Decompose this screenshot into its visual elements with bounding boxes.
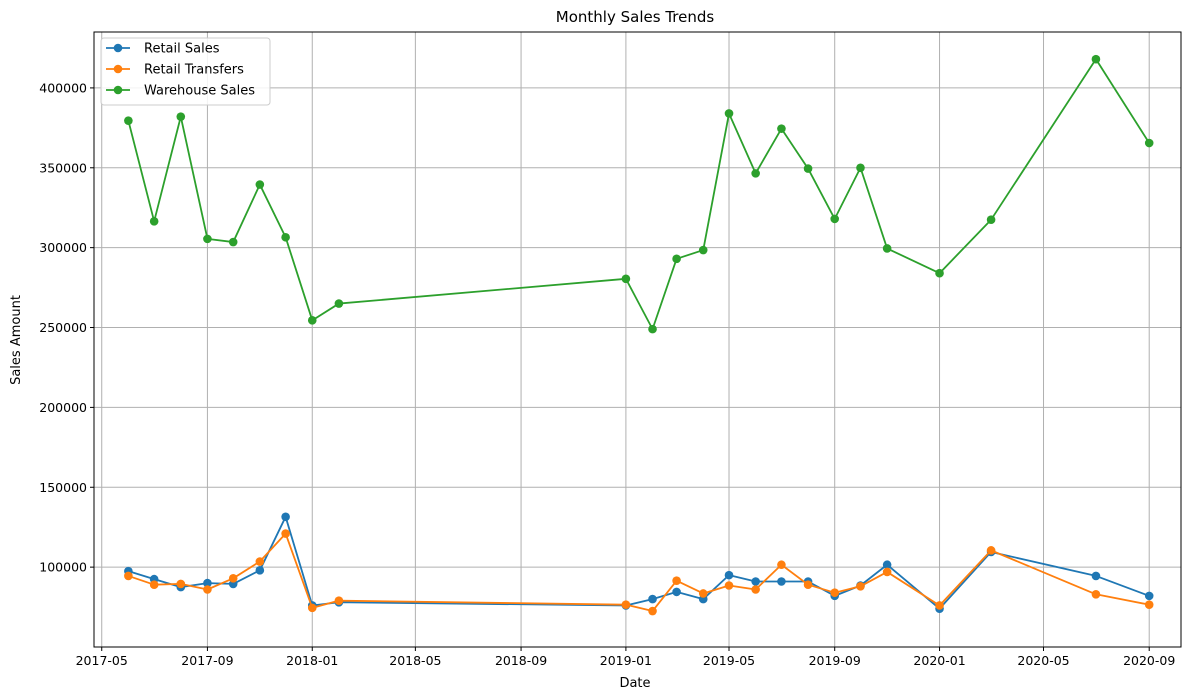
x-tick-label: 2018-05	[389, 653, 441, 668]
series-warehouse-sales	[124, 55, 1153, 334]
warehouse-sales-point	[856, 163, 865, 172]
retail-transfers-point	[622, 600, 631, 609]
retail-transfers-point	[672, 576, 681, 585]
y-axis-label: Sales Amount	[9, 295, 24, 385]
retail-sales-point	[648, 595, 657, 604]
warehouse-sales-point	[804, 164, 813, 173]
retail-sales-point	[1092, 572, 1101, 581]
legend-marker-warehouse-sales	[114, 86, 123, 95]
x-tick-label: 2019-05	[703, 653, 755, 668]
warehouse-sales-point	[672, 255, 681, 264]
retail-sales-point	[777, 577, 786, 586]
grid	[94, 32, 1181, 647]
retail-transfers-point	[1145, 600, 1154, 609]
retail-transfers-point	[725, 581, 734, 590]
retail-sales-point	[281, 513, 290, 522]
retail-transfers-point	[203, 585, 212, 594]
retail-transfers-point	[751, 585, 760, 594]
retail-transfers-point	[256, 557, 265, 566]
x-tick-label: 2020-05	[1017, 653, 1069, 668]
y-tick-label: 200000	[39, 400, 87, 415]
x-tick-label: 2017-05	[76, 653, 128, 668]
y-tick-label: 250000	[39, 320, 87, 335]
retail-transfers-point	[987, 546, 996, 555]
warehouse-sales-point	[203, 235, 212, 244]
legend-label-retail-sales: Retail Sales	[144, 42, 220, 57]
chart-title: Monthly Sales Trends	[556, 8, 715, 26]
legend-label-retail-transfers: Retail Transfers	[144, 63, 244, 78]
legend-marker-retail-sales	[114, 44, 123, 53]
retail-sales-point	[256, 566, 265, 575]
series-retail-sales	[124, 513, 1153, 613]
x-tick-label: 2018-01	[286, 653, 338, 668]
retail-transfers-point	[308, 604, 317, 613]
retail-transfers-point	[830, 588, 839, 597]
warehouse-sales-point	[256, 180, 265, 189]
warehouse-sales-point	[883, 244, 892, 253]
retail-transfers-point	[777, 560, 786, 569]
legend: Retail Sales Retail Transfers Warehouse Sa…	[101, 38, 270, 105]
warehouse-sales-point	[751, 169, 760, 178]
retail-transfers-point	[150, 580, 159, 589]
retail-sales-point	[725, 571, 734, 580]
retail-sales-point	[672, 588, 681, 597]
warehouse-sales-point	[150, 217, 159, 226]
x-tick-label: 2019-09	[809, 653, 861, 668]
x-axis-ticks: 2017-05 2017-09 2018-01 2018-05 2018-09 2019-…	[76, 647, 1176, 668]
y-tick-label: 300000	[39, 240, 87, 255]
x-tick-label: 2017-09	[181, 653, 233, 668]
y-tick-label: 150000	[39, 480, 87, 495]
warehouse-sales-point	[830, 215, 839, 224]
retail-transfers-point	[124, 572, 133, 581]
warehouse-sales-point	[124, 116, 133, 125]
retail-transfers-point	[856, 582, 865, 591]
warehouse-sales-point	[699, 246, 708, 255]
x-tick-label: 2020-09	[1123, 653, 1175, 668]
legend-marker-retail-transfers	[114, 65, 123, 74]
retail-transfers-point	[229, 574, 238, 583]
x-tick-label: 2019-01	[600, 653, 652, 668]
retail-transfers-point	[335, 596, 344, 605]
retail-sales-point	[1145, 592, 1154, 601]
retail-transfers-point	[699, 589, 708, 598]
y-tick-label: 400000	[39, 80, 87, 95]
retail-transfers-point	[281, 529, 290, 538]
retail-sales-line	[128, 517, 1149, 609]
retail-transfers-point	[648, 607, 657, 616]
warehouse-sales-point	[229, 238, 238, 247]
warehouse-sales-point	[308, 316, 317, 325]
x-tick-label: 2018-09	[495, 653, 547, 668]
warehouse-sales-point	[1145, 139, 1154, 148]
plot-frame	[94, 32, 1181, 647]
warehouse-sales-point	[335, 299, 344, 308]
y-tick-label: 350000	[39, 160, 87, 175]
y-axis-ticks: 100000 150000 200000 250000 300000 350000 4000…	[39, 80, 94, 574]
retail-transfers-line	[128, 534, 1149, 611]
warehouse-sales-point	[725, 109, 734, 118]
warehouse-sales-point	[777, 124, 786, 133]
warehouse-sales-point	[176, 112, 185, 121]
x-axis-label: Date	[619, 676, 650, 691]
retail-transfers-point	[883, 568, 892, 577]
retail-transfers-point	[804, 580, 813, 589]
y-tick-label: 100000	[39, 560, 87, 575]
retail-transfers-point	[1092, 590, 1101, 599]
retail-sales-point	[751, 577, 760, 586]
retail-transfers-point	[935, 601, 944, 610]
warehouse-sales-point	[1092, 55, 1101, 64]
warehouse-sales-point	[987, 215, 996, 224]
legend-label-warehouse-sales: Warehouse Sales	[144, 84, 255, 99]
warehouse-sales-point	[281, 233, 290, 242]
retail-transfers-point	[176, 580, 185, 589]
series-group	[124, 55, 1153, 616]
warehouse-sales-point	[648, 325, 657, 334]
warehouse-sales-line	[128, 59, 1149, 329]
warehouse-sales-point	[622, 274, 631, 283]
warehouse-sales-point	[935, 269, 944, 278]
x-tick-label: 2020-01	[913, 653, 965, 668]
